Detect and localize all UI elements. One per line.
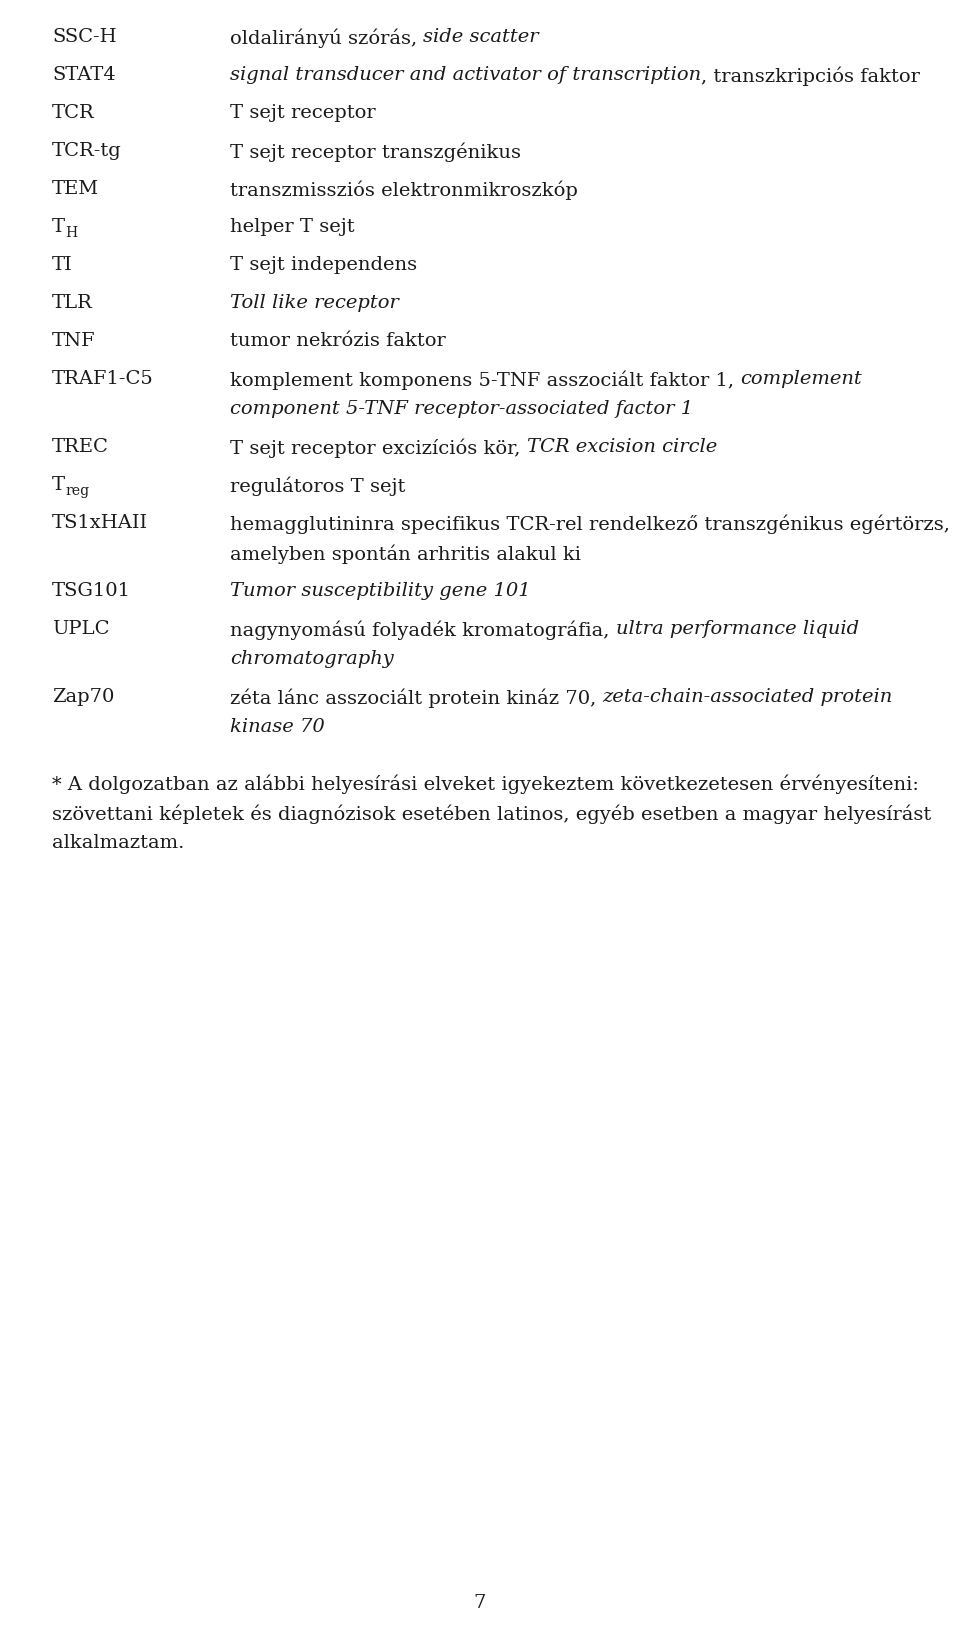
Text: TNF: TNF	[52, 331, 96, 349]
Text: TSG101: TSG101	[52, 583, 131, 601]
Text: TCR: TCR	[52, 104, 95, 122]
Text: kinase 70: kinase 70	[230, 718, 324, 736]
Text: TCR excision circle: TCR excision circle	[527, 437, 717, 455]
Text: TI: TI	[52, 256, 73, 274]
Text: T sejt independens: T sejt independens	[230, 256, 418, 274]
Text: alkalmaztam.: alkalmaztam.	[52, 834, 184, 852]
Text: side scatter: side scatter	[423, 28, 539, 46]
Text: regulátoros T sejt: regulátoros T sejt	[230, 477, 405, 496]
Text: zéta lánc asszociált protein kináz 70,: zéta lánc asszociált protein kináz 70,	[230, 689, 603, 708]
Text: szövettani képletek és diagnózisok esetében latinos, egyéb esetben a magyar hely: szövettani képletek és diagnózisok eseté…	[52, 805, 931, 824]
Text: 7: 7	[474, 1594, 486, 1612]
Text: TEM: TEM	[52, 180, 99, 197]
Text: UPLC: UPLC	[52, 620, 109, 638]
Text: Tumor susceptibility gene 101: Tumor susceptibility gene 101	[230, 583, 531, 601]
Text: signal transducer and activator of transcription: signal transducer and activator of trans…	[230, 65, 701, 83]
Text: hemagglutininra specifikus TCR-rel rendelkező transzgénikus egértörzs,: hemagglutininra specifikus TCR-rel rende…	[230, 514, 949, 534]
Text: oldalirányú szórás,: oldalirányú szórás,	[230, 28, 423, 47]
Text: H: H	[65, 225, 78, 240]
Text: komplement komponens 5-TNF asszociált faktor 1,: komplement komponens 5-TNF asszociált fa…	[230, 370, 740, 390]
Text: TREC: TREC	[52, 437, 108, 455]
Text: helper T sejt: helper T sejt	[230, 219, 354, 237]
Text: TRAF1-C5: TRAF1-C5	[52, 370, 154, 388]
Text: Zap70: Zap70	[52, 689, 114, 707]
Text: T sejt receptor transzgénikus: T sejt receptor transzgénikus	[230, 142, 521, 162]
Text: T: T	[52, 477, 65, 494]
Text: chromatography: chromatography	[230, 650, 394, 667]
Text: nagynyomású folyadék kromatográfia,: nagynyomású folyadék kromatográfia,	[230, 620, 615, 640]
Text: amelyben spontán arhritis alakul ki: amelyben spontán arhritis alakul ki	[230, 543, 581, 563]
Text: tumor nekrózis faktor: tumor nekrózis faktor	[230, 331, 445, 349]
Text: TCR-tg: TCR-tg	[52, 142, 122, 160]
Text: zeta-chain-associated protein: zeta-chain-associated protein	[603, 689, 893, 707]
Text: T sejt receptor: T sejt receptor	[230, 104, 375, 122]
Text: Toll like receptor: Toll like receptor	[230, 294, 398, 312]
Text: TLR: TLR	[52, 294, 93, 312]
Text: , transzkripciós faktor: , transzkripciós faktor	[701, 65, 920, 85]
Text: TS1xHAII: TS1xHAII	[52, 514, 148, 532]
Text: component 5-TNF receptor-associated factor 1: component 5-TNF receptor-associated fact…	[230, 400, 693, 418]
Text: ultra performance liquid: ultra performance liquid	[615, 620, 859, 638]
Text: reg: reg	[65, 483, 89, 498]
Text: STAT4: STAT4	[52, 65, 116, 83]
Text: transzmissziós elektronmikroszkóp: transzmissziós elektronmikroszkóp	[230, 180, 578, 199]
Text: complement: complement	[740, 370, 862, 388]
Text: * A dolgozatban az alábbi helyesírási elveket igyekeztem következetesen érvényes: * A dolgozatban az alábbi helyesírási el…	[52, 774, 919, 793]
Text: T: T	[52, 219, 65, 237]
Text: T sejt receptor excizíciós kör,: T sejt receptor excizíciós kör,	[230, 437, 527, 457]
Text: SSC-H: SSC-H	[52, 28, 116, 46]
